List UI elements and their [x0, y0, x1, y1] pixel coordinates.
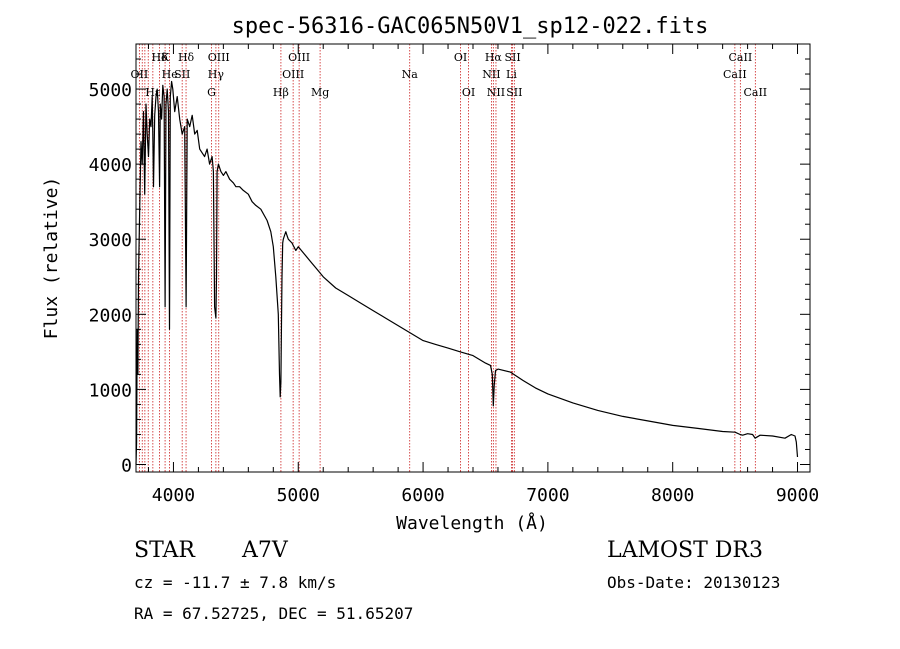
line-label: CaII [729, 51, 753, 64]
y-tick-label: 3000 [89, 230, 132, 251]
line-label: He [162, 68, 178, 81]
redshift-value: cz = -11.7 ± 7.8 km/s [134, 573, 337, 592]
plot-frame [135, 43, 811, 473]
line-label: G [207, 86, 216, 99]
line-label: OIII [208, 51, 230, 64]
line-label: OIII [282, 68, 304, 81]
x-tick-label: 8000 [651, 485, 694, 506]
chart-title: spec-56316-GAC065N50V1_sp12-022.fits [232, 14, 709, 39]
line-label: Hα [485, 51, 503, 64]
line-label: Na [402, 68, 419, 81]
line-label: Hγ [208, 68, 225, 81]
x-tick-label: 9000 [776, 485, 819, 506]
y-tick-label: 5000 [89, 80, 132, 101]
line-label: Hδ [178, 51, 195, 64]
y-tick-label: 4000 [89, 155, 132, 176]
line-label: K [161, 51, 170, 64]
y-tick-label: 0 [121, 455, 132, 476]
sky-coordinates: RA = 67.52725, DEC = 51.65207 [134, 604, 414, 623]
spectrum-line [135, 80, 799, 465]
x-tick-label: 6000 [401, 485, 444, 506]
line-label: Hε [145, 86, 161, 99]
line-label: Hβ [273, 86, 289, 99]
x-tick-label: 5000 [277, 485, 320, 506]
emission-line-markers [138, 44, 756, 472]
line-label: NII [487, 86, 505, 99]
survey-name: LAMOST DR3 [607, 538, 763, 563]
line-label: NII [482, 68, 500, 81]
x-axis-ticks: 4000 5000 6000 7000 8000 9000 [147, 44, 819, 506]
line-label: OI [462, 86, 475, 99]
x-tick-label: 7000 [526, 485, 569, 506]
line-label: Mg [311, 86, 329, 99]
line-label: OI [454, 51, 467, 64]
line-label: OIII [288, 51, 310, 64]
line-label: SII [506, 86, 522, 99]
y-tick-label: 2000 [89, 305, 132, 326]
line-label: SII [504, 51, 520, 64]
y-axis-ticks: 0 1000 2000 3000 4000 5000 [89, 58, 810, 476]
line-label: Hδ [151, 51, 168, 64]
x-axis-label: Wavelength (Å) [396, 512, 548, 534]
y-axis-label: Flux (relative) [41, 177, 62, 340]
line-label: SII [174, 68, 190, 81]
object-class: STAR [134, 538, 195, 563]
line-label: Li [506, 68, 517, 81]
y-tick-label: 1000 [89, 380, 132, 401]
observation-date: Obs-Date: 20130123 [607, 573, 781, 592]
line-label: CaII [743, 86, 767, 99]
line-label: CaII [723, 68, 747, 81]
spectral-subclass: A7V [242, 538, 288, 563]
x-tick-label: 4000 [152, 485, 195, 506]
